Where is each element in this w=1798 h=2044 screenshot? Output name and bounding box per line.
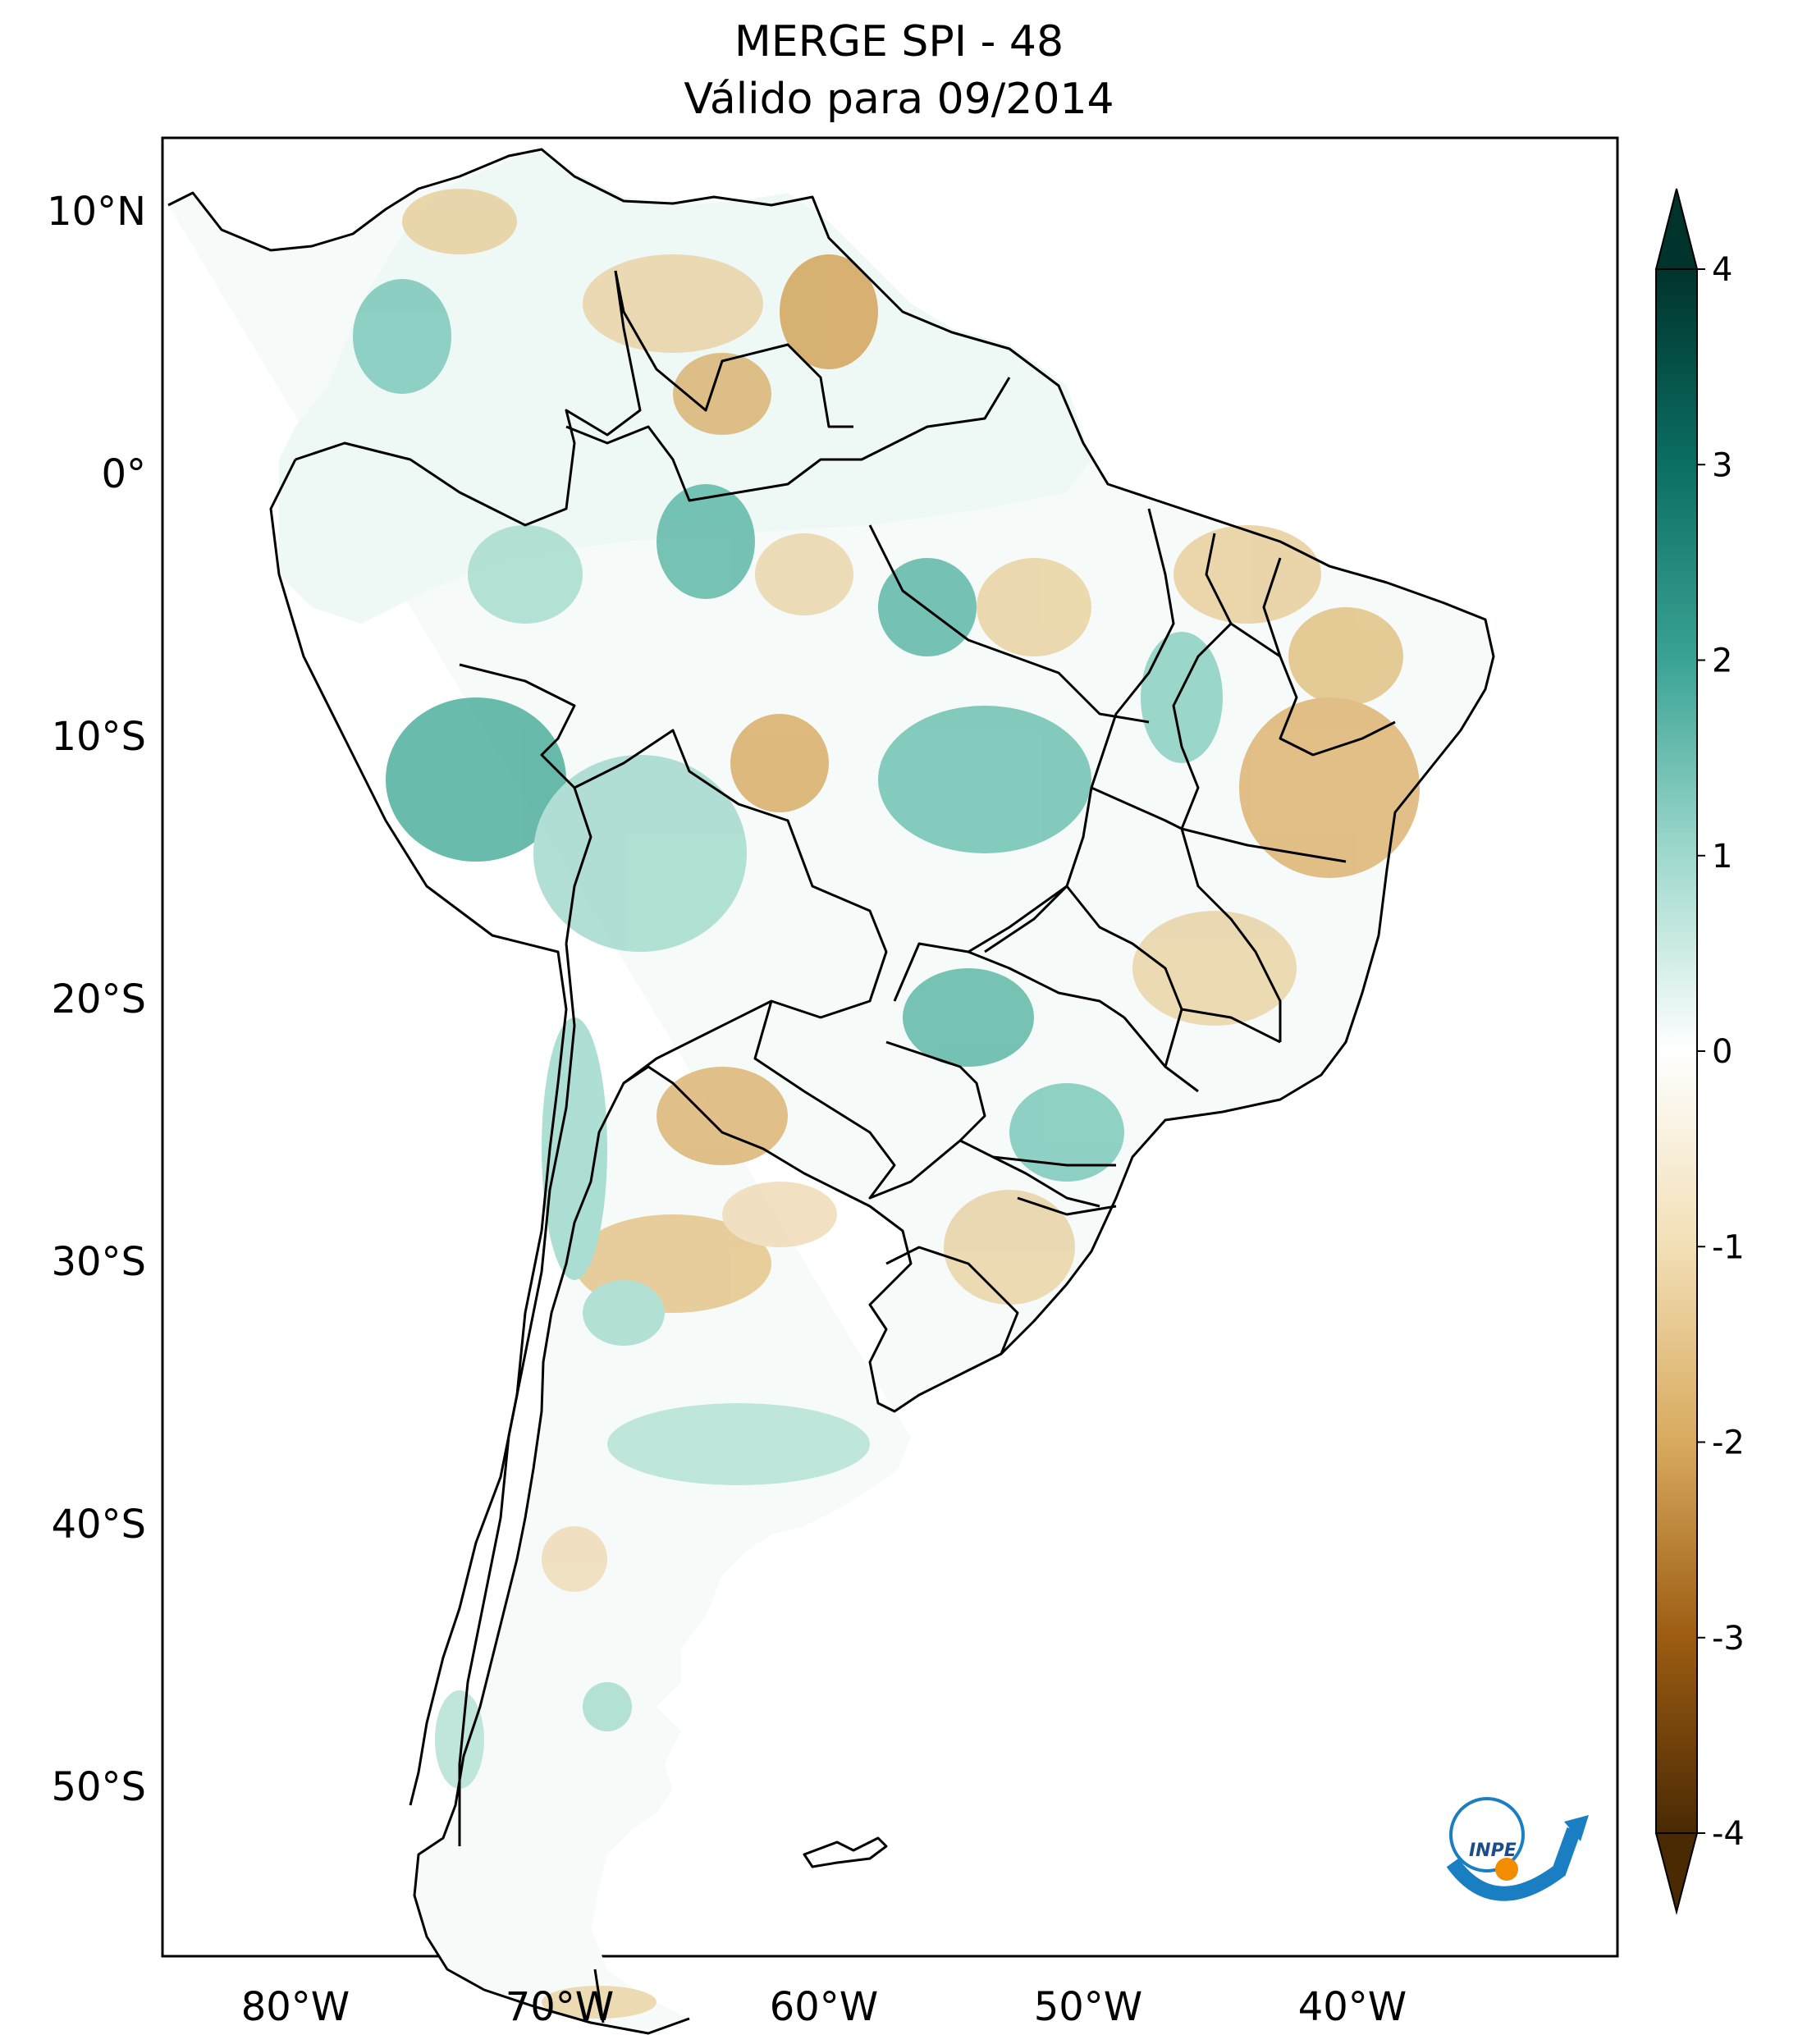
colorbar-tick-label: -1 bbox=[1712, 1228, 1745, 1266]
colorbar-tick-label: -4 bbox=[1712, 1815, 1745, 1853]
longitude-axis: 80°W 70°W 60°W 50°W 40°W bbox=[241, 1984, 1407, 2030]
lat-tick-label: 10°S bbox=[51, 714, 146, 760]
lon-tick-label: 60°W bbox=[770, 1984, 879, 2030]
lon-tick-label: 40°W bbox=[1298, 1984, 1407, 2030]
border-chile-argentina bbox=[458, 943, 576, 1846]
border-argentina-brazil bbox=[959, 1139, 1100, 1208]
border-colombia bbox=[295, 270, 642, 527]
map-title: MERGE SPI - 48 bbox=[734, 17, 1064, 66]
border-bolivia bbox=[574, 729, 888, 1085]
lat-tick-label: 20°S bbox=[51, 976, 146, 1022]
lat-tick-label: 30°S bbox=[51, 1239, 146, 1285]
latitude-axis: 10°N 0° 10°S 20°S 30°S 40°S 50°S bbox=[47, 189, 146, 1810]
colorbar-tick-label: 4 bbox=[1712, 251, 1732, 289]
west-coast bbox=[269, 459, 568, 1806]
coastline bbox=[167, 148, 1495, 2035]
colorbar-tick-label: 1 bbox=[1712, 838, 1732, 876]
lon-tick-label: 70°W bbox=[506, 1984, 615, 2030]
colorbar: 4 3 2 1 0 -1 -2 -3 -4 bbox=[1654, 188, 1745, 1915]
colorbar-tick-label: 0 bbox=[1712, 1033, 1732, 1071]
lat-tick-label: 50°S bbox=[51, 1764, 146, 1810]
colorbar-tick-label: 3 bbox=[1712, 446, 1732, 484]
lon-tick-label: 50°W bbox=[1034, 1984, 1143, 2030]
border-brazil-north bbox=[565, 377, 1011, 502]
tierra-del-fuego-border bbox=[593, 1969, 605, 2023]
lat-tick-label: 10°N bbox=[47, 189, 146, 235]
borders bbox=[167, 148, 1495, 2035]
map-subtitle: Válido para 09/2014 bbox=[684, 75, 1114, 124]
logo-text: INPE bbox=[1469, 1841, 1517, 1861]
lat-tick-label: 0° bbox=[101, 451, 146, 497]
inpe-logo: INPE bbox=[1446, 1797, 1589, 1901]
lat-tick-label: 40°S bbox=[51, 1502, 146, 1548]
colorbar-tick-label: -2 bbox=[1712, 1424, 1745, 1462]
border-venezuela bbox=[614, 270, 853, 428]
border-uruguay bbox=[885, 1246, 1019, 1355]
lon-tick-label: 80°W bbox=[241, 1984, 350, 2030]
state-borders bbox=[868, 508, 1396, 1216]
border-paraguay bbox=[753, 1000, 986, 1200]
colorbar-tick-label: 2 bbox=[1712, 642, 1732, 680]
colorbar-tick-label: -3 bbox=[1712, 1620, 1745, 1658]
falklands bbox=[803, 1836, 888, 1868]
border-peru bbox=[459, 663, 592, 944]
spi-anomaly-field bbox=[353, 189, 1420, 2019]
